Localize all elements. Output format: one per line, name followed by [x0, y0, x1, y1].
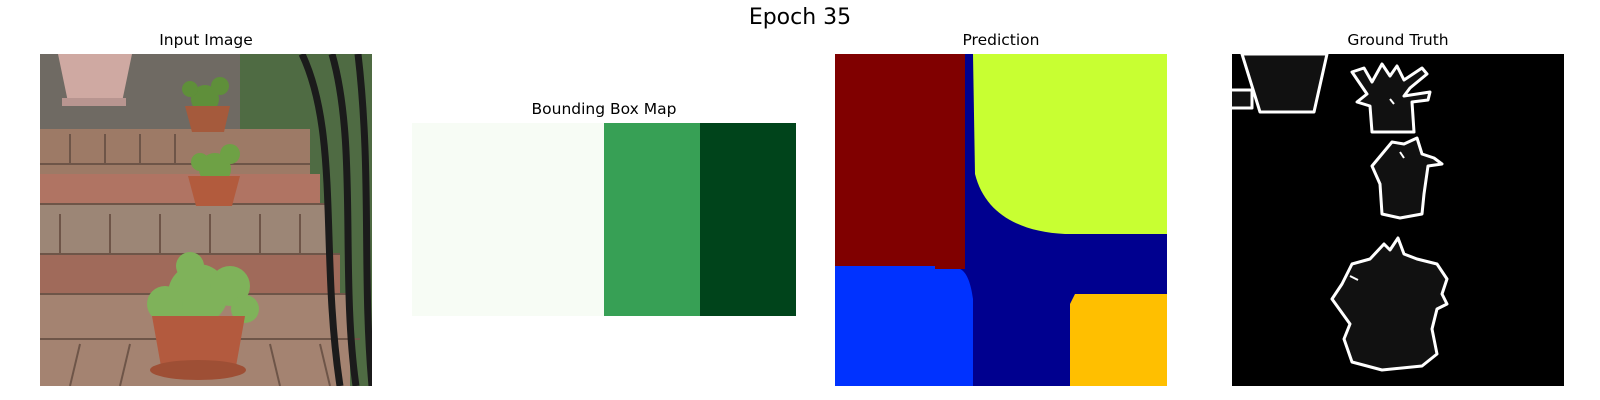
ground-truth-title: Ground Truth [1347, 31, 1449, 49]
input-image [40, 54, 372, 386]
prediction-map [835, 54, 1167, 386]
bbox-region-mid [604, 123, 700, 316]
bbox-map-title: Bounding Box Map [531, 100, 677, 118]
prediction-title: Prediction [962, 31, 1040, 49]
ground-truth-map [1232, 54, 1564, 386]
bbox-map [412, 123, 796, 316]
bbox-region-light [412, 123, 604, 316]
figure-title: Epoch 35 [748, 5, 852, 30]
input-image-title: Input Image [159, 31, 253, 49]
bbox-region-dark [700, 123, 796, 316]
